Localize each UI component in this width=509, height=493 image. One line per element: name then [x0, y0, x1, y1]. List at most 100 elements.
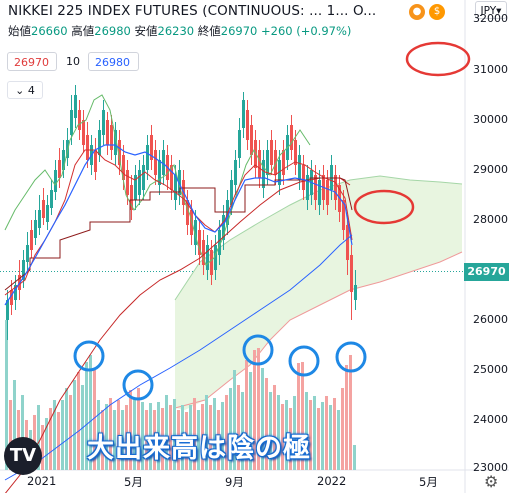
- volume-bar: [73, 380, 76, 470]
- volume-bar: [245, 360, 248, 470]
- volume-bar: [353, 445, 356, 470]
- price-tick: 28000: [473, 213, 508, 226]
- kijun-line: [4, 177, 353, 291]
- candle-body: [242, 100, 245, 128]
- candle-body: [230, 180, 233, 205]
- candle-body: [58, 160, 61, 178]
- candle-body: [318, 180, 321, 205]
- volume-spike-circle: [335, 341, 367, 373]
- candle-body: [354, 285, 357, 300]
- candle-body: [6, 300, 9, 320]
- candle-body: [54, 170, 57, 192]
- volume-bar: [129, 390, 132, 470]
- candle-body: [238, 130, 241, 158]
- time-tick: 5月: [124, 475, 143, 489]
- price-tick: 24000: [473, 413, 508, 426]
- volume-bar: [333, 398, 336, 470]
- volume-bar: [233, 370, 236, 470]
- candle-body: [154, 150, 157, 175]
- candle-body: [206, 245, 209, 270]
- volume-bar: [37, 405, 40, 470]
- candle-body: [262, 160, 265, 188]
- volume-bar: [205, 395, 208, 470]
- candle-body: [194, 220, 197, 245]
- indicator-collapse-button[interactable]: ⌄ 4: [7, 81, 43, 99]
- candle-body: [218, 230, 221, 255]
- candle-body: [62, 150, 65, 170]
- volume-bar: [149, 403, 152, 470]
- senkou-span-b: [174, 251, 463, 409]
- volume-bar: [181, 405, 184, 470]
- volume-bar: [145, 410, 148, 470]
- tenkan-line: [4, 149, 353, 296]
- candle-body: [290, 125, 293, 150]
- candle-body: [346, 225, 349, 260]
- price-tick: 25000: [473, 363, 508, 376]
- market-status-icon[interactable]: ●: [409, 4, 425, 20]
- candle-body: [254, 140, 257, 168]
- volume-bar: [9, 400, 12, 470]
- volume-bar: [105, 404, 108, 470]
- tradingview-logo[interactable]: TV: [4, 437, 42, 475]
- high-value: 26980: [94, 24, 131, 38]
- candle-body: [46, 205, 49, 222]
- candle-body: [102, 110, 105, 135]
- volume-bar: [277, 395, 280, 470]
- ma-short-line: [4, 144, 353, 306]
- volume-bar: [161, 408, 164, 470]
- volume-bar: [221, 402, 224, 470]
- ma-red-value-box[interactable]: 26970: [7, 52, 57, 71]
- candle-body: [86, 135, 89, 160]
- volume-bar: [265, 378, 268, 470]
- low-value: 26230: [157, 24, 195, 38]
- volume-bar: [225, 395, 228, 470]
- price-tick: 29000: [473, 163, 508, 176]
- volume-bar: [197, 410, 200, 470]
- candle-body: [118, 140, 121, 165]
- candle-body: [142, 165, 145, 190]
- candle-body: [246, 110, 249, 140]
- open-value: 26660: [31, 24, 68, 38]
- symbol-name: NIKKEI 225 INDEX FUTURES (CONTINUOUS: ..…: [8, 3, 323, 19]
- volume-bar: [157, 402, 160, 470]
- volume-bar: [49, 408, 52, 470]
- volume-bar: [137, 388, 140, 470]
- volume-bar: [309, 400, 312, 470]
- volume-bar: [117, 400, 120, 470]
- high-label: 高値: [71, 24, 95, 38]
- gear-icon[interactable]: ⚙: [484, 472, 499, 491]
- volume-bar: [57, 412, 60, 470]
- candle-body: [106, 120, 109, 145]
- volume-bar: [281, 404, 284, 470]
- ma-long-line: [4, 177, 351, 493]
- candle-body: [82, 120, 85, 145]
- candle-body: [22, 260, 25, 280]
- price-tick: 32000: [473, 12, 508, 25]
- volume-bar: [173, 399, 176, 470]
- volume-bar: [133, 398, 136, 470]
- symbol-title[interactable]: NIKKEI 225 INDEX FUTURES (CONTINUOUS: ..…: [8, 3, 376, 19]
- candle-body: [150, 135, 153, 160]
- volume-bar: [185, 412, 188, 470]
- currency-selector[interactable]: JPY▾: [475, 1, 507, 19]
- dollar-icon[interactable]: $: [429, 4, 445, 20]
- price-tick: 31000: [473, 63, 508, 76]
- candle-body: [94, 150, 97, 172]
- volume-bar: [349, 355, 352, 470]
- volume-bar: [93, 370, 96, 470]
- candle-body: [234, 160, 237, 185]
- cloud-highlight-ellipse: [353, 189, 415, 225]
- highlight-ellipse: [405, 41, 471, 77]
- candle-body: [186, 200, 189, 225]
- volume-bar: [193, 398, 196, 470]
- candle-body: [114, 130, 117, 155]
- volume-bar: [113, 410, 116, 470]
- volume-bar: [313, 396, 316, 470]
- volume-bar: [285, 400, 288, 470]
- candle-body: [302, 165, 305, 190]
- chikou-span-line: [4, 94, 311, 266]
- ma-blue-value-box[interactable]: 26980: [88, 52, 139, 71]
- candle-body: [26, 245, 29, 262]
- time-tick: 2022: [317, 474, 347, 488]
